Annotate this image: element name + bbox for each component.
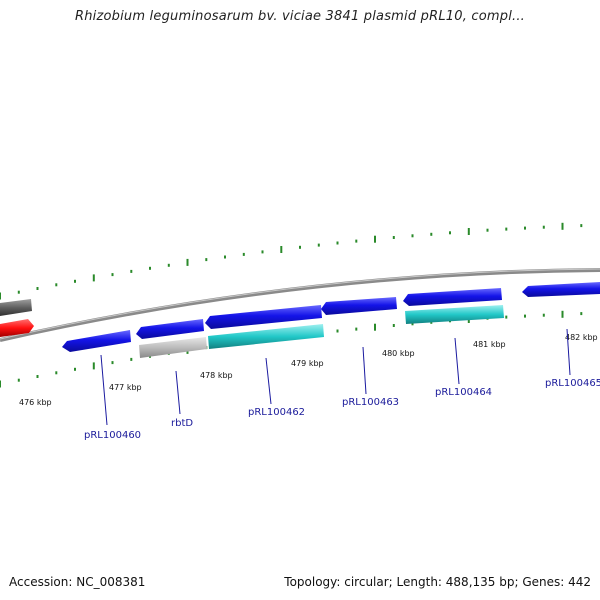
gene-block-pRL100464-highlight[interactable] xyxy=(405,305,504,324)
scale-label: 480 kbp xyxy=(382,349,415,358)
gene-label-pRL100465[interactable]: pRL100465 xyxy=(545,378,600,389)
gene-arrow-pRL100463[interactable] xyxy=(321,297,397,315)
scale-labels: 476 kbp 477 kbp 478 kbp 479 kbp 480 kbp … xyxy=(19,333,598,407)
topology-summary: Topology: circular; Length: 488,135 bp; … xyxy=(284,575,591,589)
gene-label-pRL100460[interactable]: pRL100460 xyxy=(84,430,141,441)
gene-block-pRL100462-highlight[interactable] xyxy=(208,324,324,349)
feature-dark-grey[interactable] xyxy=(0,299,32,316)
scale-label: 481 kbp xyxy=(473,340,506,349)
map-title: Rhizobium leguminosarum bv. viciae 3841 … xyxy=(75,9,525,24)
gene-leader-lines xyxy=(100,328,571,426)
gene-label-pRL100462[interactable]: pRL100462 xyxy=(248,407,305,418)
gene-labels: pRL100460 rbtD pRL100462 pRL100463 pRL10… xyxy=(84,378,600,441)
gene-arrow-pRL100464[interactable] xyxy=(403,288,502,306)
gene-arrow-pRL100465[interactable] xyxy=(522,282,600,297)
outer-tick-track xyxy=(0,222,583,300)
gene-label-rbtD[interactable]: rbtD xyxy=(171,418,193,429)
backbone-arc xyxy=(0,268,600,342)
scale-label: 477 kbp xyxy=(109,383,142,392)
scale-label: 479 kbp xyxy=(291,359,324,368)
scale-label: 476 kbp xyxy=(19,398,52,407)
feature-red[interactable] xyxy=(0,319,34,337)
gene-arrow-pRL100462[interactable] xyxy=(205,305,322,329)
gene-block-rbtD[interactable] xyxy=(139,337,207,358)
accession-text: Accession: NC_008381 xyxy=(9,575,146,589)
gene-label-pRL100464[interactable]: pRL100464 xyxy=(435,387,492,398)
gene-arrow-rbtD-partner[interactable] xyxy=(136,319,204,339)
gene-label-pRL100463[interactable]: pRL100463 xyxy=(342,397,399,408)
scale-label: 482 kbp xyxy=(565,333,598,342)
scale-label: 478 kbp xyxy=(200,371,233,380)
gene-arrow-pRL100460[interactable] xyxy=(62,330,131,352)
